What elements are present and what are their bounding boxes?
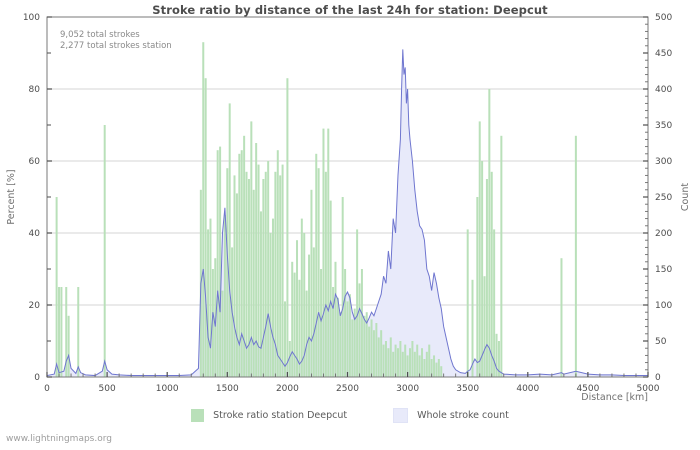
annotation-total-strokes: 9,052 total strokes xyxy=(60,30,140,40)
axis-ticks xyxy=(46,16,649,378)
whole-stroke-count-line xyxy=(46,49,648,377)
svg-text:4500: 4500 xyxy=(576,384,599,394)
svg-text:300: 300 xyxy=(655,157,672,167)
svg-text:80: 80 xyxy=(29,85,41,95)
svg-text:2500: 2500 xyxy=(336,384,359,394)
svg-text:2000: 2000 xyxy=(276,384,299,394)
svg-text:150: 150 xyxy=(655,265,672,275)
svg-text:3000: 3000 xyxy=(396,384,419,394)
svg-text:40: 40 xyxy=(29,229,41,239)
legend-label-stroke-ratio: Stroke ratio station Deepcut xyxy=(213,410,348,421)
chart-legend: Stroke ratio station Deepcut Whole strok… xyxy=(0,408,700,423)
svg-text:0: 0 xyxy=(655,373,661,383)
svg-text:100: 100 xyxy=(655,301,672,311)
annotation-total-strokes-station: 2,277 total strokes station xyxy=(60,41,172,51)
svg-text:200: 200 xyxy=(655,229,672,239)
svg-text:1000: 1000 xyxy=(156,384,179,394)
axis-tick-labels: 0204060801000501001502002503003504004505… xyxy=(23,13,673,394)
y-axis-title: Percent [%] xyxy=(6,169,17,224)
legend-item-whole-count[interactable]: Whole stroke count xyxy=(393,408,509,423)
legend-swatch-whole-count xyxy=(393,408,409,423)
svg-text:100: 100 xyxy=(23,13,40,23)
axis-titles: Percent [%] Count Distance [km] xyxy=(6,169,691,403)
svg-text:400: 400 xyxy=(655,85,672,95)
svg-text:500: 500 xyxy=(655,13,672,23)
stroke-ratio-bars xyxy=(55,42,577,378)
y2-axis-title: Count xyxy=(680,183,691,211)
svg-text:450: 450 xyxy=(655,49,672,59)
legend-item-stroke-ratio[interactable]: Stroke ratio station Deepcut xyxy=(191,409,347,422)
svg-text:20: 20 xyxy=(29,301,41,311)
svg-text:50: 50 xyxy=(655,337,667,347)
page-title: Stroke ratio by distance of the last 24h… xyxy=(152,3,548,17)
x-axis-title: Distance [km] xyxy=(581,392,648,403)
svg-text:0: 0 xyxy=(34,373,40,383)
svg-text:500: 500 xyxy=(99,384,116,394)
svg-text:0: 0 xyxy=(44,384,50,394)
svg-text:4000: 4000 xyxy=(516,384,539,394)
svg-text:350: 350 xyxy=(655,121,672,131)
legend-label-whole-count: Whole stroke count xyxy=(417,410,509,421)
legend-swatch-stroke-ratio xyxy=(191,409,205,422)
svg-text:60: 60 xyxy=(29,157,41,167)
svg-text:3500: 3500 xyxy=(456,384,479,394)
svg-text:5000: 5000 xyxy=(637,384,660,394)
svg-text:250: 250 xyxy=(655,193,672,203)
grid-lines xyxy=(47,16,648,306)
svg-text:1500: 1500 xyxy=(216,384,239,394)
watermark: www.lightningmaps.org xyxy=(6,434,112,444)
